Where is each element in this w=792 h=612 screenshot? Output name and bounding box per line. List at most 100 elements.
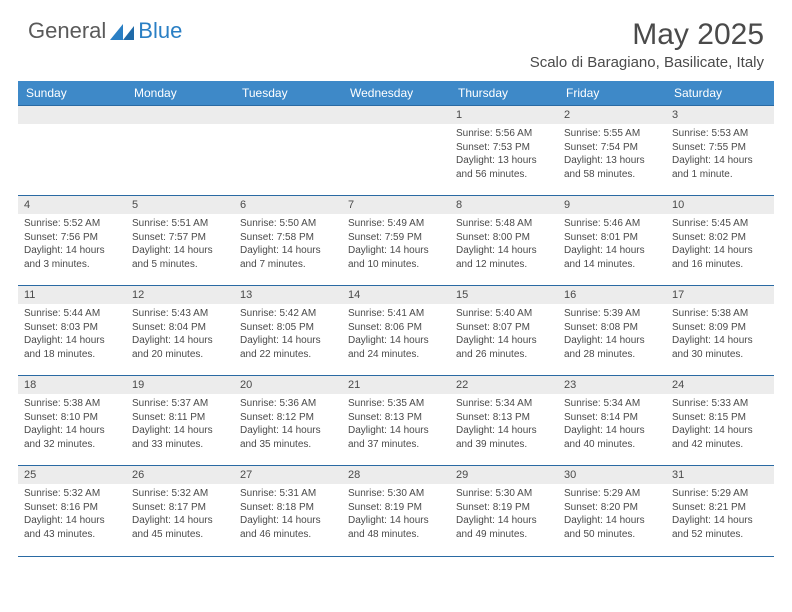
sunset-line: Sunset: 8:11 PM [132, 411, 228, 425]
sunset-label: Sunset: [456, 232, 493, 243]
sunset-label: Sunset: [564, 412, 601, 423]
sunset-line: Sunset: 7:58 PM [240, 231, 336, 245]
day-body: Sunrise: 5:42 AMSunset: 8:05 PMDaylight:… [234, 304, 342, 367]
sunrise-value: 5:39 AM [603, 308, 640, 319]
sunrise-line: Sunrise: 5:35 AM [348, 397, 444, 411]
daylight-label: Daylight: [348, 245, 390, 256]
sunset-label: Sunset: [132, 502, 169, 513]
weekday-header: Thursday [450, 81, 558, 106]
sunrise-line: Sunrise: 5:30 AM [348, 487, 444, 501]
sunrise-line: Sunrise: 5:46 AM [564, 217, 660, 231]
sunset-label: Sunset: [132, 412, 169, 423]
sunrise-label: Sunrise: [132, 218, 171, 229]
sunset-value: 8:13 PM [385, 412, 422, 423]
calendar-cell: 24Sunrise: 5:33 AMSunset: 8:15 PMDayligh… [666, 376, 774, 466]
day-number: 27 [234, 466, 342, 484]
sunrise-value: 5:46 AM [603, 218, 640, 229]
sunrise-line: Sunrise: 5:30 AM [456, 487, 552, 501]
daylight-label: Daylight: [456, 515, 498, 526]
sunrise-value: 5:48 AM [495, 218, 532, 229]
calendar-cell: 12Sunrise: 5:43 AMSunset: 8:04 PMDayligh… [126, 286, 234, 376]
sunrise-value: 5:52 AM [63, 218, 100, 229]
day-body: Sunrise: 5:46 AMSunset: 8:01 PMDaylight:… [558, 214, 666, 277]
sunrise-label: Sunrise: [564, 398, 603, 409]
sunset-label: Sunset: [672, 412, 709, 423]
daylight-line: Daylight: 14 hours and 12 minutes. [456, 244, 552, 271]
day-number: 31 [666, 466, 774, 484]
day-body [126, 124, 234, 174]
sunset-line: Sunset: 7:53 PM [456, 141, 552, 155]
sunrise-value: 5:55 AM [603, 128, 640, 139]
sunrise-value: 5:43 AM [171, 308, 208, 319]
sunrise-label: Sunrise: [24, 308, 63, 319]
calendar-cell: 20Sunrise: 5:36 AMSunset: 8:12 PMDayligh… [234, 376, 342, 466]
sunset-value: 8:14 PM [601, 412, 638, 423]
calendar-cell: 23Sunrise: 5:34 AMSunset: 8:14 PMDayligh… [558, 376, 666, 466]
daylight-line: Daylight: 14 hours and 14 minutes. [564, 244, 660, 271]
day-body: Sunrise: 5:44 AMSunset: 8:03 PMDaylight:… [18, 304, 126, 367]
sunrise-value: 5:32 AM [171, 488, 208, 499]
sunrise-value: 5:41 AM [387, 308, 424, 319]
day-body: Sunrise: 5:41 AMSunset: 8:06 PMDaylight:… [342, 304, 450, 367]
calendar-cell: 3Sunrise: 5:53 AMSunset: 7:55 PMDaylight… [666, 106, 774, 196]
calendar-cell: 5Sunrise: 5:51 AMSunset: 7:57 PMDaylight… [126, 196, 234, 286]
calendar-cell: 19Sunrise: 5:37 AMSunset: 8:11 PMDayligh… [126, 376, 234, 466]
sunrise-line: Sunrise: 5:38 AM [672, 307, 768, 321]
sunset-label: Sunset: [456, 412, 493, 423]
sunset-value: 7:56 PM [61, 232, 98, 243]
sunset-label: Sunset: [564, 502, 601, 513]
sunrise-line: Sunrise: 5:38 AM [24, 397, 120, 411]
sunrise-label: Sunrise: [240, 488, 279, 499]
sunrise-line: Sunrise: 5:48 AM [456, 217, 552, 231]
sunset-line: Sunset: 8:13 PM [456, 411, 552, 425]
day-body: Sunrise: 5:29 AMSunset: 8:21 PMDaylight:… [666, 484, 774, 547]
day-body: Sunrise: 5:32 AMSunset: 8:16 PMDaylight:… [18, 484, 126, 547]
day-body: Sunrise: 5:36 AMSunset: 8:12 PMDaylight:… [234, 394, 342, 457]
day-body: Sunrise: 5:51 AMSunset: 7:57 PMDaylight:… [126, 214, 234, 277]
weekday-header: Monday [126, 81, 234, 106]
sunrise-label: Sunrise: [456, 218, 495, 229]
sunset-value: 8:03 PM [61, 322, 98, 333]
daylight-label: Daylight: [348, 425, 390, 436]
sunset-value: 8:00 PM [493, 232, 530, 243]
day-number: 18 [18, 376, 126, 394]
daylight-line: Daylight: 14 hours and 35 minutes. [240, 424, 336, 451]
daylight-line: Daylight: 14 hours and 20 minutes. [132, 334, 228, 361]
calendar-row: 11Sunrise: 5:44 AMSunset: 8:03 PMDayligh… [18, 286, 774, 376]
daylight-label: Daylight: [132, 425, 174, 436]
daylight-line: Daylight: 14 hours and 22 minutes. [240, 334, 336, 361]
sunrise-value: 5:38 AM [711, 308, 748, 319]
day-body [18, 124, 126, 174]
day-number: 7 [342, 196, 450, 214]
sunset-label: Sunset: [564, 142, 601, 153]
sunrise-line: Sunrise: 5:37 AM [132, 397, 228, 411]
logo-text-1: General [28, 18, 106, 44]
sunset-value: 8:19 PM [493, 502, 530, 513]
sunset-value: 8:01 PM [601, 232, 638, 243]
sunset-line: Sunset: 7:55 PM [672, 141, 768, 155]
daylight-line: Daylight: 14 hours and 32 minutes. [24, 424, 120, 451]
day-number: 24 [666, 376, 774, 394]
sunrise-label: Sunrise: [24, 488, 63, 499]
calendar-cell-empty [234, 106, 342, 196]
sunrise-value: 5:35 AM [387, 398, 424, 409]
sunset-value: 7:53 PM [493, 142, 530, 153]
sunset-line: Sunset: 8:02 PM [672, 231, 768, 245]
calendar-cell: 22Sunrise: 5:34 AMSunset: 8:13 PMDayligh… [450, 376, 558, 466]
day-body: Sunrise: 5:55 AMSunset: 7:54 PMDaylight:… [558, 124, 666, 187]
sunset-line: Sunset: 8:18 PM [240, 501, 336, 515]
day-body: Sunrise: 5:31 AMSunset: 8:18 PMDaylight:… [234, 484, 342, 547]
calendar-cell: 9Sunrise: 5:46 AMSunset: 8:01 PMDaylight… [558, 196, 666, 286]
sunset-label: Sunset: [24, 502, 61, 513]
calendar-cell: 15Sunrise: 5:40 AMSunset: 8:07 PMDayligh… [450, 286, 558, 376]
daylight-line: Daylight: 14 hours and 39 minutes. [456, 424, 552, 451]
day-body: Sunrise: 5:48 AMSunset: 8:00 PMDaylight:… [450, 214, 558, 277]
sunset-line: Sunset: 8:10 PM [24, 411, 120, 425]
calendar-cell: 27Sunrise: 5:31 AMSunset: 8:18 PMDayligh… [234, 466, 342, 556]
daylight-label: Daylight: [564, 335, 606, 346]
sunrise-value: 5:34 AM [495, 398, 532, 409]
daylight-label: Daylight: [456, 335, 498, 346]
sunset-label: Sunset: [240, 322, 277, 333]
day-body [342, 124, 450, 174]
daylight-line: Daylight: 14 hours and 24 minutes. [348, 334, 444, 361]
